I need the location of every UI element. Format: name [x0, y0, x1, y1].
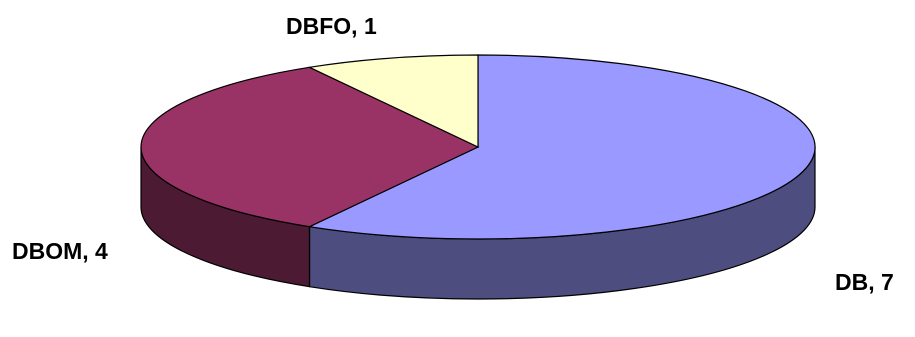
- slice-db: [307, 54, 816, 240]
- slice-label-db: DB, 7: [835, 269, 894, 295]
- slice-label-dbom: DBOM, 4: [12, 238, 108, 264]
- slice-dbom: [140, 66, 480, 228]
- slice-dbfo: [307, 54, 479, 148]
- slice-label-dbfo: DBFO, 1: [286, 13, 377, 39]
- pie-labels: DB, 7 DBOM, 4 DBFO, 1: [12, 13, 894, 295]
- pie-top: [140, 54, 816, 240]
